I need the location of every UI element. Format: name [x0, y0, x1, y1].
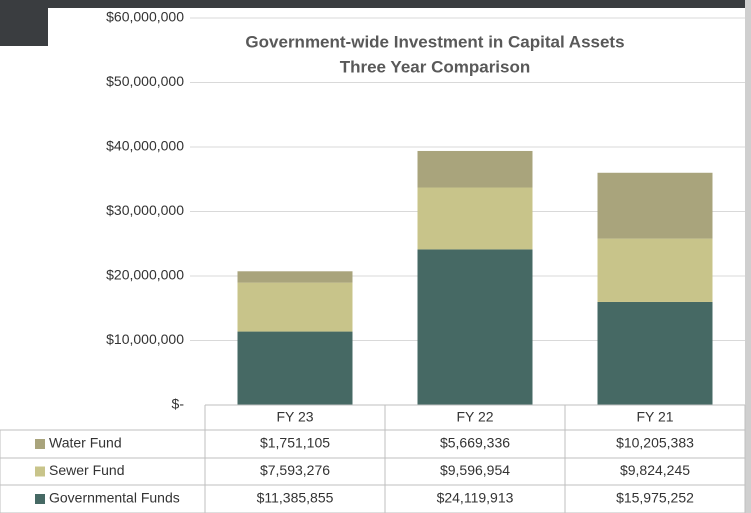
- table-value: $7,593,276: [260, 462, 330, 478]
- table-value: $1,751,105: [260, 435, 330, 451]
- bar-segment: [597, 172, 713, 239]
- legend-swatch: [35, 466, 45, 477]
- window-edge: [745, 0, 751, 513]
- bar-segment: [597, 301, 713, 405]
- legend-swatch: [35, 494, 45, 504]
- legend-label: Governmental Funds: [49, 490, 180, 506]
- bar-segment: [237, 331, 353, 405]
- bar-segment: [417, 249, 533, 405]
- legend-swatch: [35, 439, 45, 449]
- x-tick-label: FY 21: [636, 409, 673, 425]
- bar-segment: [597, 238, 713, 302]
- bar-segment: [417, 150, 533, 188]
- table-value: $11,385,855: [257, 490, 334, 506]
- table-value: $10,205,383: [616, 435, 694, 451]
- chart-title: Government-wide Investment in Capital As…: [245, 32, 624, 51]
- y-tick-label: $50,000,000: [106, 73, 184, 89]
- x-tick-label: FY 23: [276, 409, 313, 425]
- table-value: $9,596,954: [440, 462, 510, 478]
- table-value: $15,975,252: [616, 490, 694, 506]
- y-tick-label: $60,000,000: [106, 9, 184, 25]
- chart-subtitle: Three Year Comparison: [340, 57, 531, 76]
- window-edge: [0, 0, 751, 8]
- legend-label: Sewer Fund: [49, 462, 124, 478]
- legend-label: Water Fund: [49, 435, 122, 451]
- y-tick-label: $10,000,000: [106, 331, 184, 347]
- table-value: $24,119,913: [437, 490, 514, 506]
- bar-segment: [237, 282, 353, 332]
- x-tick-label: FY 22: [456, 409, 493, 425]
- table-value: $9,824,245: [620, 462, 690, 478]
- y-tick-label: $40,000,000: [106, 138, 184, 154]
- y-tick-label: $30,000,000: [106, 202, 184, 218]
- y-tick-label: $20,000,000: [106, 267, 184, 283]
- bar-segment: [237, 271, 353, 283]
- bar-segment: [417, 187, 533, 250]
- y-tick-label: $-: [172, 396, 185, 412]
- table-value: $5,669,336: [440, 435, 510, 451]
- window-edge: [0, 0, 48, 46]
